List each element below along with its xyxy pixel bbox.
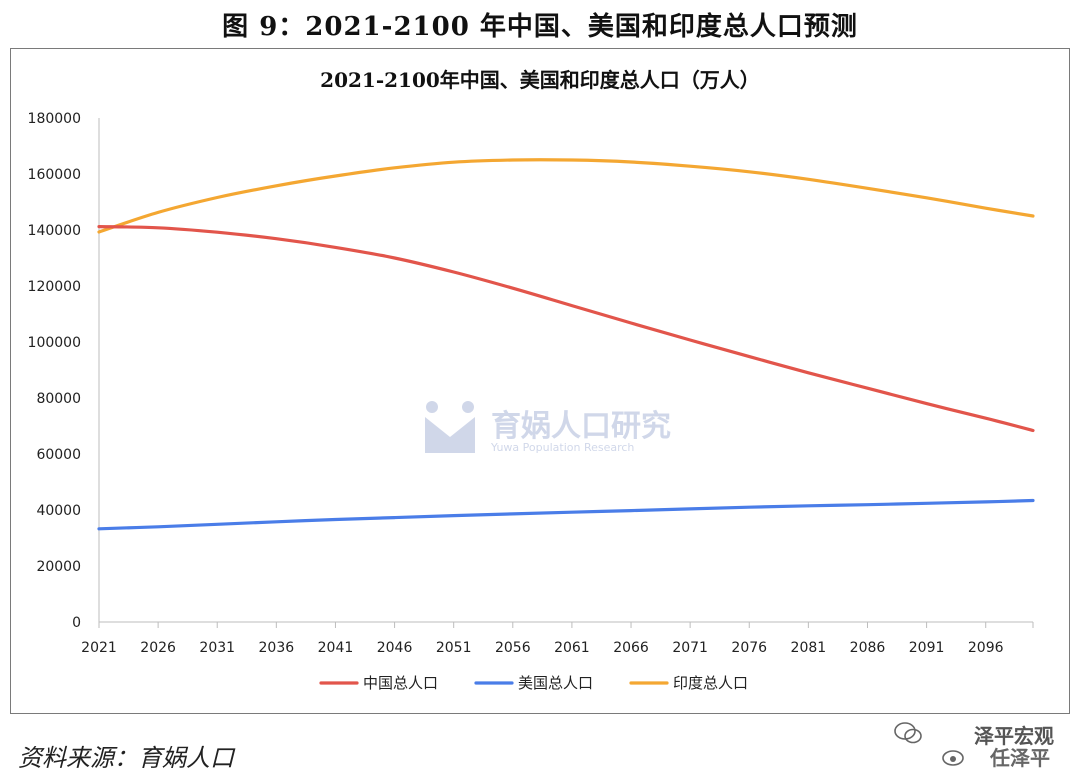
axes: 0 20000 40000 60000 80000 100000 120000 140000 1… <box>28 111 1034 656</box>
y-tick-label: 0 <box>72 615 81 631</box>
watermark-text: 育娲人口研究 <box>491 409 671 444</box>
source-note: 资料来源：育娲人口 <box>18 744 234 772</box>
x-tick-label: 2086 <box>850 640 886 656</box>
chart-title: 2021-2100年中国、美国和印度总人口（万人） <box>320 68 760 92</box>
watermark-subtitle: Yuwa Population Research <box>491 441 635 454</box>
legend-label-china: 中国总人口 <box>363 674 438 692</box>
y-tick-label: 180000 <box>28 111 81 127</box>
y-tick-label: 120000 <box>28 279 81 295</box>
series-line-usa <box>97 498 1035 531</box>
x-tick-label: 2031 <box>199 640 235 656</box>
chart-container: 2021-2100年中国、美国和印度总人口（万人） 0 20000 40000 600… <box>10 48 1070 714</box>
legend-label-india: 印度总人口 <box>673 674 748 692</box>
watermark-logo-icon <box>425 401 475 453</box>
x-tick-label: 2096 <box>968 640 1004 656</box>
x-tick-label: 2076 <box>731 640 767 656</box>
legend: 中国总人口 美国总人口 印度总人口 <box>319 674 748 692</box>
wechat-icon <box>894 722 922 744</box>
x-tick-label: 2061 <box>554 640 590 656</box>
x-tick-label: 2046 <box>377 640 413 656</box>
x-tick-label: 2071 <box>672 640 708 656</box>
series-line-india <box>97 158 1035 234</box>
y-tick-label: 20000 <box>36 559 81 575</box>
y-tick-label: 80000 <box>36 391 81 407</box>
x-tick-label: 2066 <box>613 640 649 656</box>
x-tick-label: 2091 <box>909 640 945 656</box>
x-tick-label: 2041 <box>318 640 354 656</box>
brand-author: 任泽平 <box>990 746 1050 770</box>
x-tick-label: 2036 <box>259 640 295 656</box>
x-tick-label: 2056 <box>495 640 531 656</box>
y-tick-label: 140000 <box>28 223 81 239</box>
weibo-icon <box>942 750 964 766</box>
figure-title: 图 9：2021-2100 年中国、美国和印度总人口预测 <box>222 12 858 42</box>
x-tick-label: 2051 <box>436 640 472 656</box>
brand-name: 泽平宏观 <box>974 724 1054 748</box>
line-chart: 2021-2100年中国、美国和印度总人口（万人） 0 20000 40000 600… <box>28 68 1035 692</box>
y-tick-label: 100000 <box>28 335 81 351</box>
x-tick-label: 2081 <box>791 640 827 656</box>
x-tick-label: 2021 <box>81 640 117 656</box>
x-tick-label: 2026 <box>140 640 176 656</box>
series-lines <box>97 158 1035 531</box>
y-tick-label: 40000 <box>36 503 81 519</box>
series-line-china <box>97 225 1035 433</box>
y-tick-label: 160000 <box>28 167 81 183</box>
legend-label-usa: 美国总人口 <box>518 674 593 692</box>
y-tick-label: 60000 <box>36 447 81 463</box>
